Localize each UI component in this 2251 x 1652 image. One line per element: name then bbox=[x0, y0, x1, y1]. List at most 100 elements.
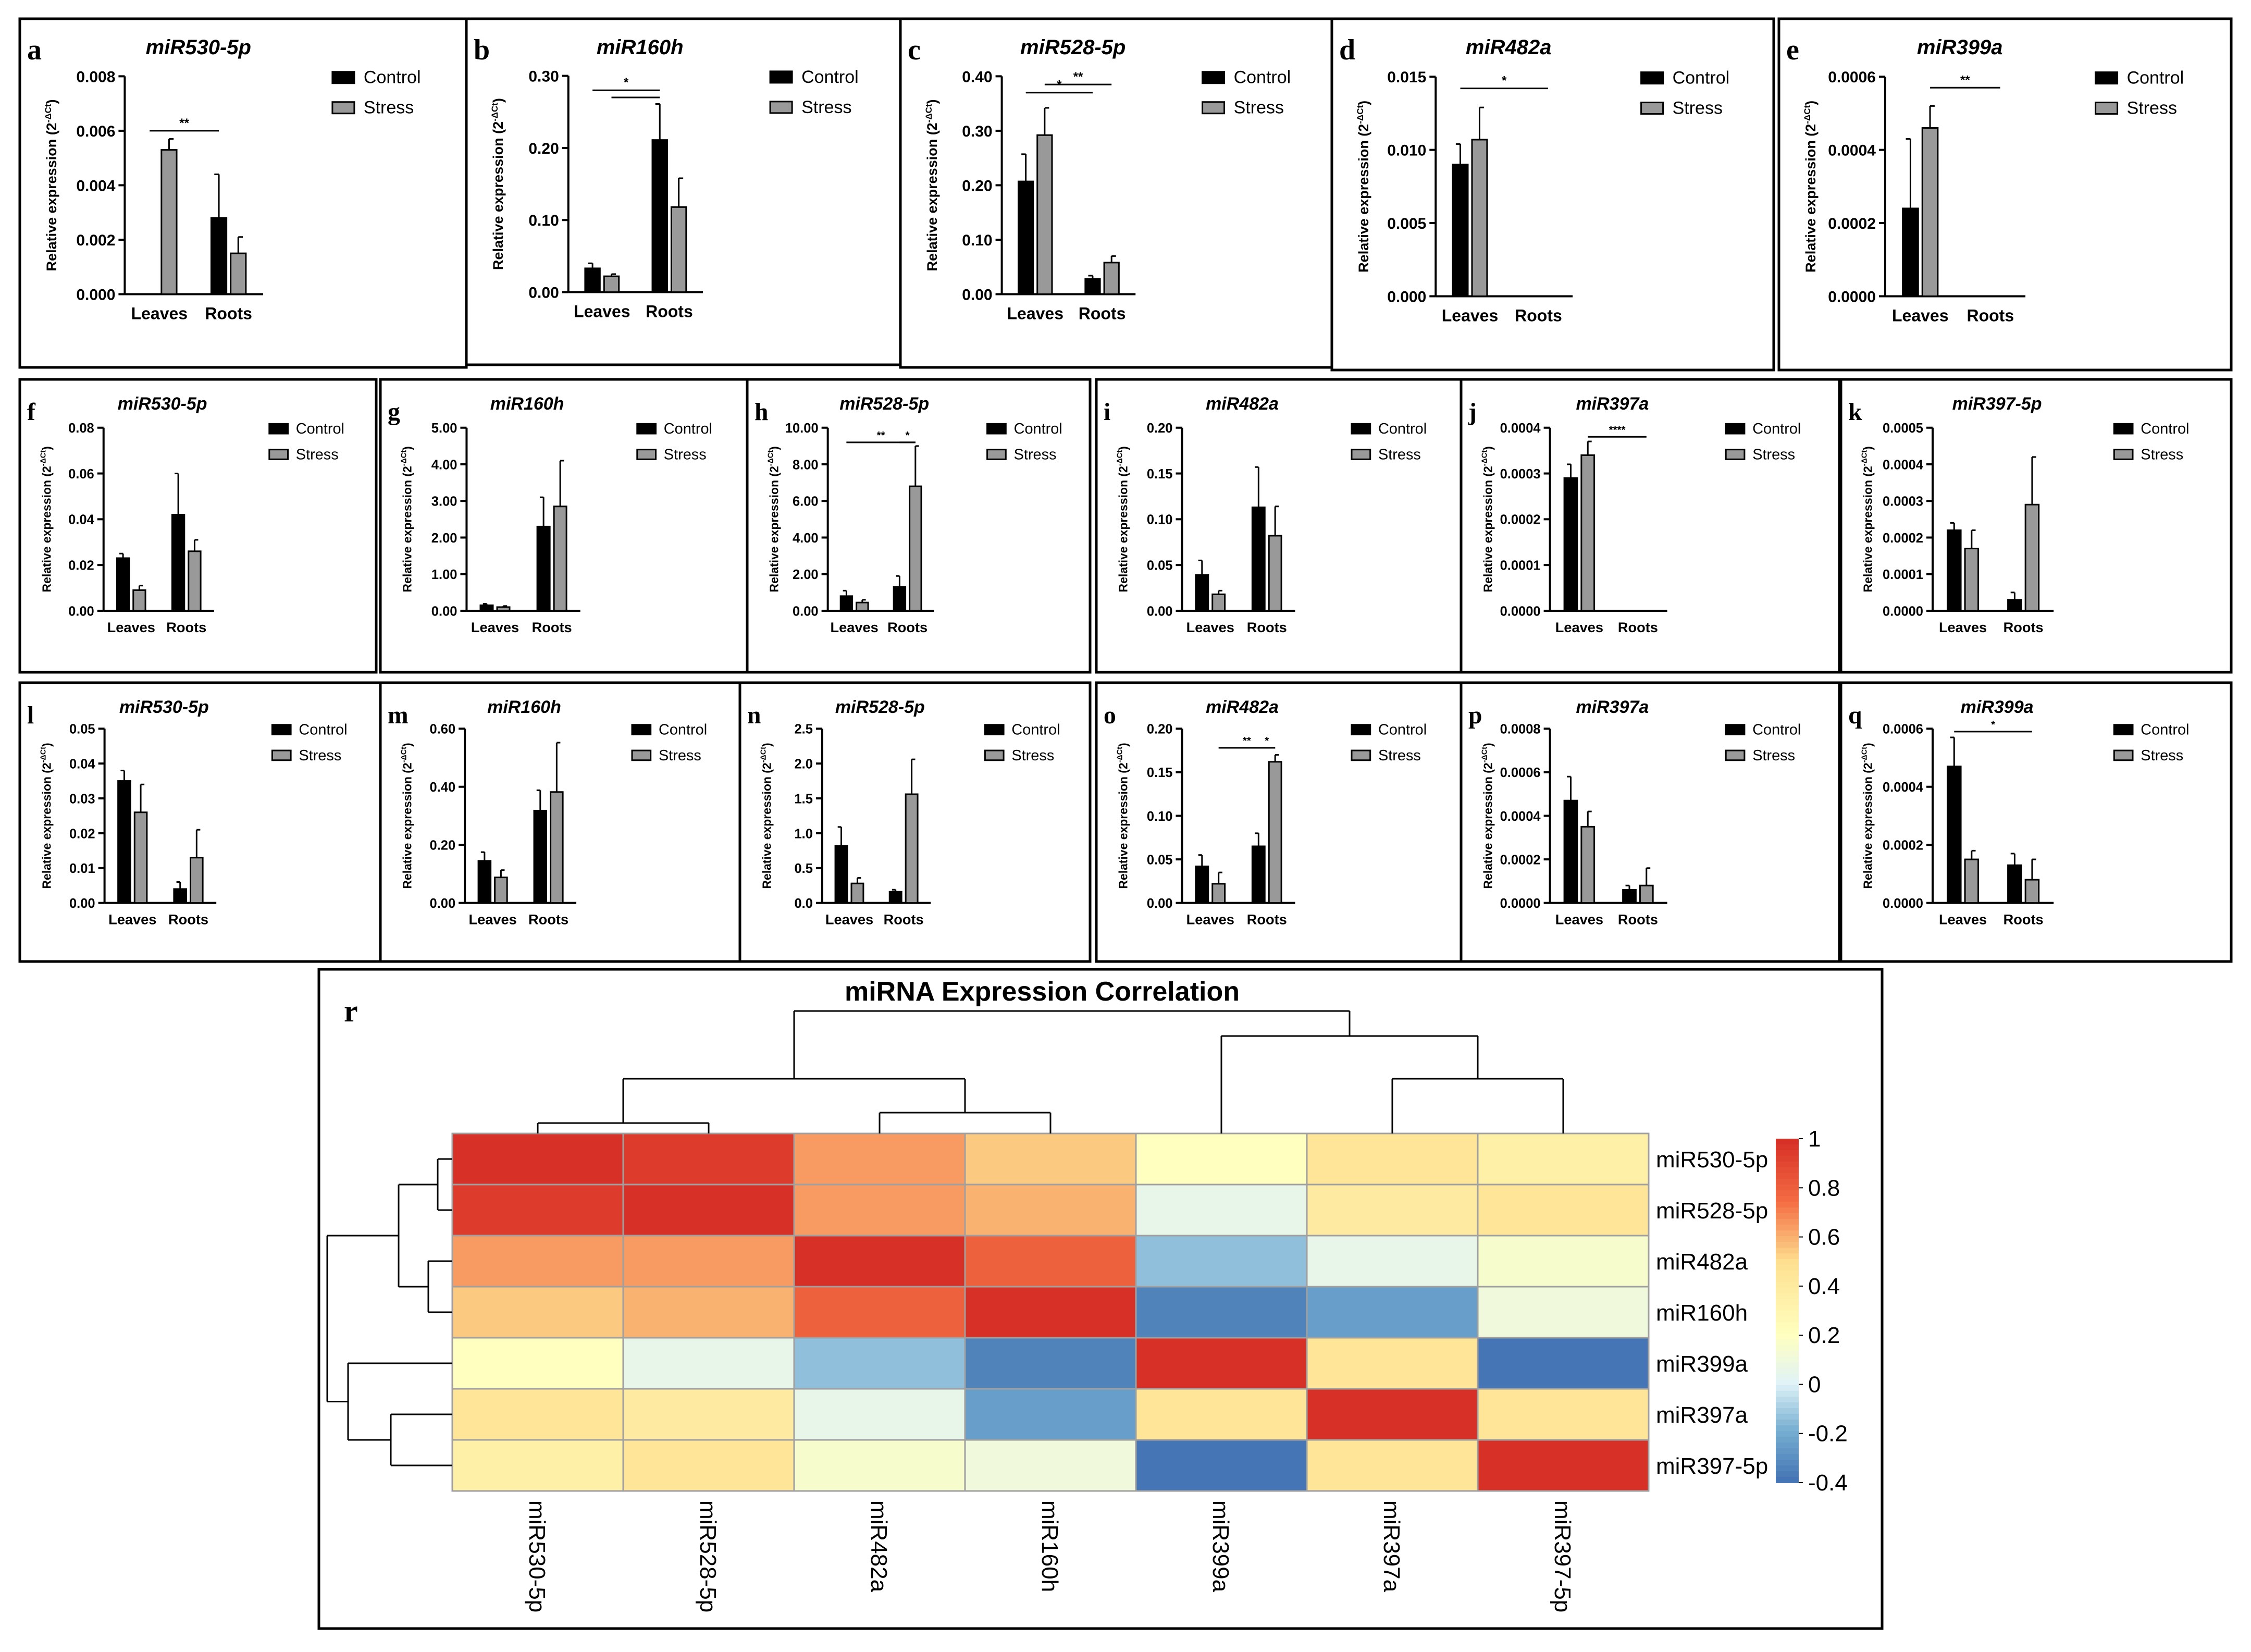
panel-frame bbox=[1839, 681, 2233, 963]
y-tick-label: 0.20 bbox=[1147, 722, 1173, 737]
y-tick-label: 0.0000 bbox=[1883, 604, 1923, 619]
y-tick-label: 0.03 bbox=[69, 792, 95, 806]
panel-n: n miR528-5p Relative expression (2-ΔCt) 0.0… bbox=[738, 681, 1092, 963]
colorbar-segment bbox=[1776, 1202, 1799, 1208]
col-label: miR399a bbox=[1208, 1500, 1233, 1593]
y-tick-label: 0.0002 bbox=[1883, 839, 1923, 853]
colorbar-segment bbox=[1776, 1144, 1799, 1151]
y-axis-label: Relative expression (2-ΔCt) bbox=[1481, 446, 1495, 592]
heatmap-cell bbox=[622, 1183, 795, 1237]
colorbar-label: -0.2 bbox=[1808, 1421, 1848, 1447]
legend-label: Stress bbox=[1752, 446, 1795, 463]
bar-control bbox=[651, 139, 668, 293]
bar-control bbox=[477, 860, 492, 904]
y-tick-label: 0.015 bbox=[1387, 69, 1426, 86]
colorbar-segment bbox=[1776, 1213, 1799, 1219]
heatmap-cell bbox=[451, 1132, 624, 1186]
colorbar-segment bbox=[1776, 1196, 1799, 1202]
y-tick-label: 0.0006 bbox=[1500, 766, 1541, 780]
colorbar-segment bbox=[1776, 1454, 1799, 1460]
colorbar-segment bbox=[1776, 1293, 1799, 1300]
y-tick-label: 0.0005 bbox=[1883, 421, 1923, 436]
legend-label: Stress bbox=[2141, 446, 2183, 463]
y-tick-label: 3.00 bbox=[431, 495, 457, 509]
bar-control bbox=[479, 604, 494, 612]
y-axis-label: Relative expression (2-ΔCt) bbox=[1861, 743, 1875, 889]
bar-control bbox=[1947, 529, 1962, 612]
x-tick-label: Leaves bbox=[107, 619, 155, 635]
panel-title: miR160h bbox=[487, 697, 561, 717]
heatmap-cell bbox=[793, 1286, 966, 1339]
bar-control bbox=[1452, 164, 1469, 297]
legend-swatch bbox=[636, 423, 657, 435]
y-tick-label: 0.01 bbox=[69, 861, 95, 876]
panel-frame bbox=[18, 681, 382, 963]
panel-letter: n bbox=[747, 702, 761, 729]
y-axis-label: Relative expression (2-ΔCt) bbox=[1481, 743, 1495, 889]
x-tick-label: Leaves bbox=[1939, 619, 1987, 635]
colorbar-segment bbox=[1776, 1242, 1799, 1248]
colorbar-segment bbox=[1776, 1207, 1799, 1214]
colorbar-segment bbox=[1776, 1162, 1799, 1168]
x-tick-label: Roots bbox=[1966, 306, 2014, 325]
bar-stress bbox=[856, 601, 869, 612]
legend-label: Control bbox=[296, 421, 344, 437]
panel-letter: g bbox=[388, 399, 400, 426]
col-label: miR482a bbox=[866, 1500, 892, 1593]
colorbar-segment bbox=[1776, 1179, 1799, 1185]
y-axis-label: Relative expression (2-ΔCt) bbox=[40, 743, 54, 889]
bar-stress bbox=[1268, 761, 1282, 904]
y-tick-label: 0.0002 bbox=[1500, 853, 1541, 867]
col-label: miR397-5p bbox=[1550, 1500, 1575, 1612]
legend-swatch bbox=[1725, 449, 1746, 460]
y-axis-label-end: ) bbox=[1861, 743, 1875, 747]
y-tick-label: 0.0004 bbox=[1883, 458, 1924, 472]
heatmap-cell bbox=[1477, 1286, 1650, 1339]
significance-label: * bbox=[624, 76, 629, 90]
x-tick-label: Roots bbox=[168, 911, 208, 927]
bar-stress bbox=[905, 793, 919, 904]
y-tick-label: 0.010 bbox=[1387, 142, 1426, 159]
y-tick-label: 0.20 bbox=[962, 177, 992, 194]
colorbar-segment bbox=[1776, 1408, 1799, 1414]
y-tick-label: 0.00 bbox=[528, 285, 559, 302]
x-tick-label: Roots bbox=[1618, 619, 1658, 635]
legend-label: Control bbox=[2141, 721, 2189, 738]
y-tick-label: 4.00 bbox=[431, 458, 457, 472]
heatmap-cell bbox=[1306, 1183, 1479, 1237]
legend-swatch bbox=[268, 423, 289, 435]
heatmap-cell bbox=[1135, 1235, 1308, 1288]
x-tick-label: Leaves bbox=[831, 619, 879, 635]
y-tick-label: 0.000 bbox=[1387, 288, 1426, 305]
legend-label: Control bbox=[364, 68, 421, 88]
bar-control bbox=[116, 557, 130, 612]
y-axis-label-sup: -ΔCt bbox=[1116, 450, 1124, 466]
legend-label: Control bbox=[299, 721, 347, 738]
y-tick-label: 0.15 bbox=[1147, 467, 1173, 482]
heatmap-cell bbox=[1477, 1132, 1650, 1186]
y-tick-label: 0.06 bbox=[68, 467, 94, 482]
y-tick-label: 0.0001 bbox=[1883, 568, 1923, 582]
y-tick-label: 0.0004 bbox=[1500, 421, 1541, 436]
panel-frame bbox=[899, 17, 1333, 369]
y-tick-label: 0.30 bbox=[528, 68, 559, 85]
y-axis-label-end: ) bbox=[1481, 743, 1495, 747]
panel-letter: a bbox=[27, 34, 42, 66]
panel-letter: j bbox=[1468, 399, 1477, 426]
heatmap-cell bbox=[964, 1132, 1137, 1186]
x-tick-label: Leaves bbox=[1442, 306, 1499, 325]
y-tick-label: 6.00 bbox=[793, 495, 819, 509]
legend-label: Control bbox=[1673, 68, 1730, 88]
y-tick-label: 0.004 bbox=[76, 177, 115, 194]
legend-label: Stress bbox=[1234, 98, 1284, 118]
colorbar-segment bbox=[1776, 1322, 1799, 1328]
colorbar-segment bbox=[1776, 1259, 1799, 1265]
colorbar-segment bbox=[1776, 1334, 1799, 1340]
legend-label: Control bbox=[2141, 421, 2189, 437]
y-tick-label: 0.00 bbox=[431, 604, 457, 619]
x-tick-label: Roots bbox=[1247, 911, 1287, 927]
legend-label: Stress bbox=[2127, 98, 2177, 118]
y-tick-label: 0.0000 bbox=[1500, 604, 1541, 619]
y-tick-label: 0.00 bbox=[962, 287, 992, 304]
row-label: miR160h bbox=[1656, 1300, 1748, 1326]
